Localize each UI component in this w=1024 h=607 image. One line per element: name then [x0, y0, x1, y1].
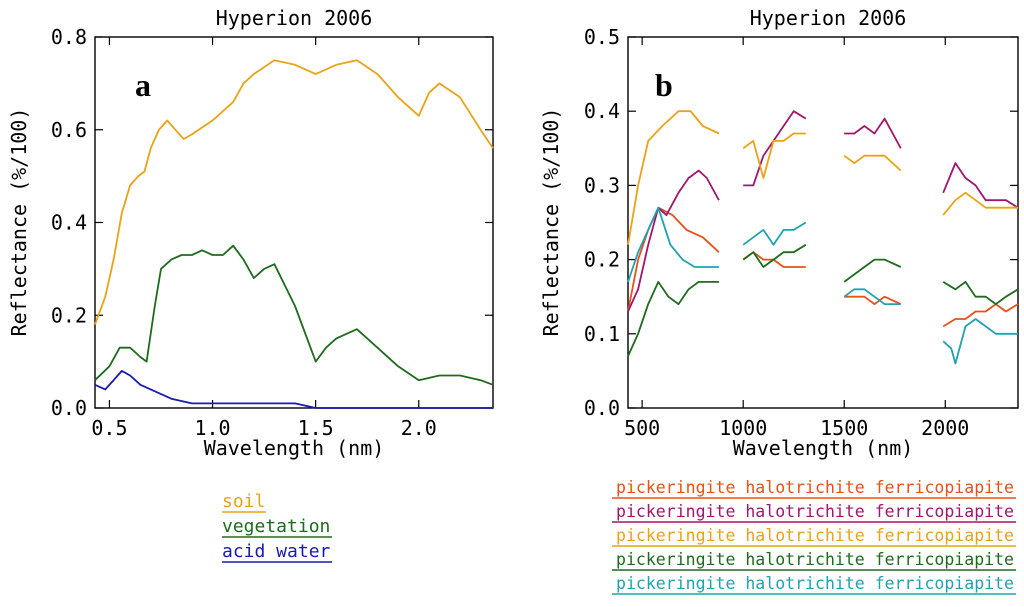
series-line-orange-red-segment-4 [942, 303, 1019, 328]
series-line-magenta-segment-2 [743, 110, 807, 187]
panel-a-title: Hyperion 2006 [216, 6, 373, 30]
legend-entry-teal: pickeringite halotrichite ferricopiapite [616, 574, 1014, 594]
legend-entry-acid-water: acid water [222, 541, 331, 562]
legend-entry-orange-red: pickeringite halotrichite ferricopiapite [616, 478, 1014, 498]
series-line-gold-segment-4 [942, 191, 1018, 216]
series-line-orange-red-segment-3 [844, 295, 902, 306]
x-tick-label: 1.5 [298, 416, 334, 440]
panel-b-series [627, 110, 1019, 365]
y-tick-label: 0.6 [51, 118, 87, 142]
series-line-magenta-segment-4 [942, 162, 1019, 209]
series-line-orange-red-segment-1 [627, 206, 720, 312]
y-tick-label: 0.5 [584, 25, 620, 49]
panel-a-y-axis-label: Reflectance (%/100) [7, 108, 31, 337]
legend-entry-vegetation: vegetation [222, 516, 330, 537]
series-line-green-segment-4 [942, 280, 1019, 306]
series-line-gold-segment-3 [843, 154, 902, 172]
series-line-teal-segment-4 [942, 318, 1018, 365]
y-tick-label: 0.1 [584, 322, 620, 346]
series-line-soil [94, 59, 494, 325]
panel-a-ticks: 0.5 1.0 1.5 2.0 0.0 0.2 0.4 0.6 0.8 [51, 25, 493, 440]
panel-b-ticks: 500 1000 1500 2000 0.0 0.1 0.2 0.3 0.4 0.5 [584, 25, 1018, 440]
panel-a-legend: soil vegetation acid water [222, 491, 332, 563]
series-line-teal-segment-2 [742, 221, 807, 246]
legend-entry-green: pickeringite halotrichite ferricopiapite [616, 550, 1014, 570]
panel-b-x-axis-label: Wavelength (nm) [733, 436, 914, 460]
y-tick-label: 0.4 [584, 99, 620, 123]
y-tick-label: 0.4 [51, 211, 87, 235]
legend-entry-soil: soil [222, 491, 265, 512]
panel-a-series [94, 59, 494, 409]
series-line-magenta-segment-1 [627, 169, 720, 312]
panel-b: Hyperion 2006 b Reflectance (%/100) Wave… [539, 6, 1019, 460]
series-line-gold-segment-2 [742, 132, 806, 179]
series-line-vegetation [94, 244, 494, 386]
series-line-magenta-segment-3 [844, 117, 902, 149]
panel-a: Hyperion 2006 a Reflectance (%/100) Wave… [7, 6, 494, 460]
y-tick-label: 0.2 [51, 303, 87, 327]
y-tick-label: 0.0 [51, 396, 87, 420]
series-line-acid-water [94, 369, 493, 409]
x-tick-label: 2.0 [401, 416, 437, 440]
series-line-green-segment-1 [627, 280, 719, 357]
series-line-green-segment-2 [742, 244, 807, 268]
y-tick-label: 0.3 [584, 173, 620, 197]
x-tick-label: 1500 [820, 416, 868, 440]
x-tick-label: 2000 [921, 416, 969, 440]
x-tick-label: 1.0 [194, 416, 230, 440]
series-line-teal-segment-3 [843, 288, 901, 306]
y-tick-label: 0.8 [51, 25, 87, 49]
panel-a-plot-frame [94, 36, 494, 409]
x-tick-label: 0.5 [91, 416, 127, 440]
series-line-gold-segment-1 [627, 110, 720, 245]
y-tick-label: 0.0 [584, 396, 620, 420]
panel-b-legend: pickeringite halotrichite ferricopiapite… [612, 478, 1016, 595]
panel-a-letter: a [135, 67, 151, 103]
panel-b-plot-frame [627, 36, 1019, 409]
panel-b-title: Hyperion 2006 [750, 6, 907, 30]
panel-b-y-axis-label: Reflectance (%/100) [539, 108, 563, 337]
series-line-teal-segment-1 [627, 206, 719, 283]
series-line-green-segment-3 [843, 258, 902, 283]
y-tick-label: 0.2 [584, 248, 620, 272]
panel-a-x-axis-label: Wavelength (nm) [204, 436, 385, 460]
x-tick-label: 1000 [719, 416, 767, 440]
legend-entry-magenta: pickeringite halotrichite ferricopiapite [616, 502, 1014, 522]
legend-entry-gold: pickeringite halotrichite ferricopiapite [616, 526, 1014, 546]
panel-b-letter: b [655, 67, 673, 103]
x-tick-label: 500 [624, 416, 660, 440]
